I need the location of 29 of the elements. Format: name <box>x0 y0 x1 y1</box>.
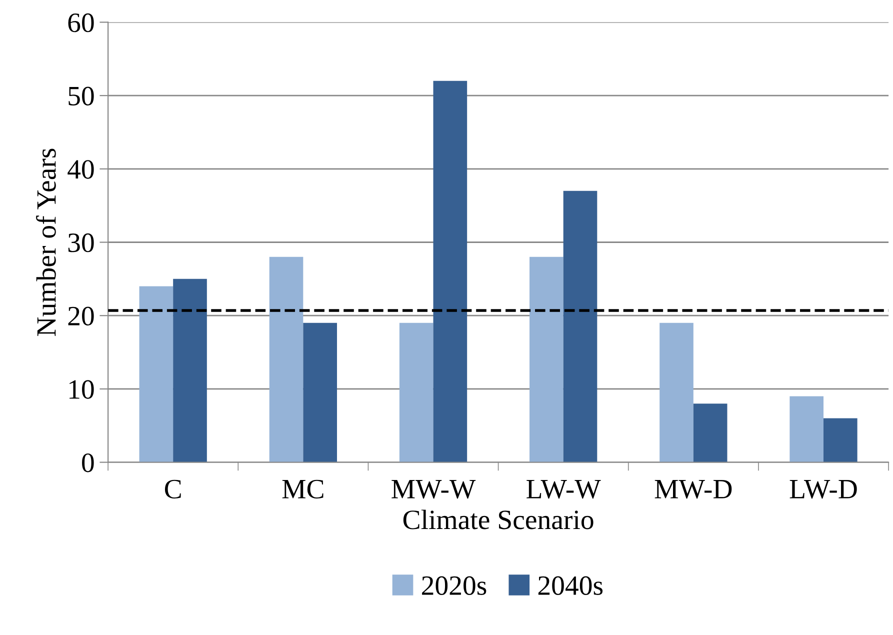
y-tick-label: 30 <box>68 233 94 252</box>
bar <box>563 190 598 462</box>
bar <box>173 278 207 462</box>
x-tick-label: LW-W <box>526 480 601 499</box>
bar <box>823 418 858 462</box>
bar <box>399 322 434 462</box>
x-axis-title: Climate Scenario <box>403 510 594 530</box>
bar <box>530 256 564 462</box>
y-tick-label: 50 <box>68 86 94 106</box>
x-tick-label: C <box>164 480 181 498</box>
x-tick-label: MW-W <box>392 480 476 499</box>
y-tick-label: 20 <box>68 306 94 326</box>
bar <box>303 322 337 462</box>
y-tick-label: 0 <box>82 453 94 472</box>
x-tick-label: MW-D <box>654 480 732 499</box>
bar <box>139 286 174 462</box>
bar <box>269 256 304 462</box>
bar <box>660 322 694 462</box>
y-tick-label: 60 <box>68 13 94 32</box>
y-tick-label: 10 <box>70 380 94 399</box>
bar <box>790 396 824 462</box>
bar <box>433 80 468 462</box>
x-tick-label: MC <box>282 480 324 498</box>
bar <box>693 404 728 462</box>
x-tick-label: LW-D <box>790 480 857 499</box>
y-axis-title: Number of Years <box>36 148 56 336</box>
legend-label: 2040s <box>538 576 603 596</box>
y-tick-label: 40 <box>68 160 94 179</box>
legend-label: 2020s <box>422 576 486 596</box>
